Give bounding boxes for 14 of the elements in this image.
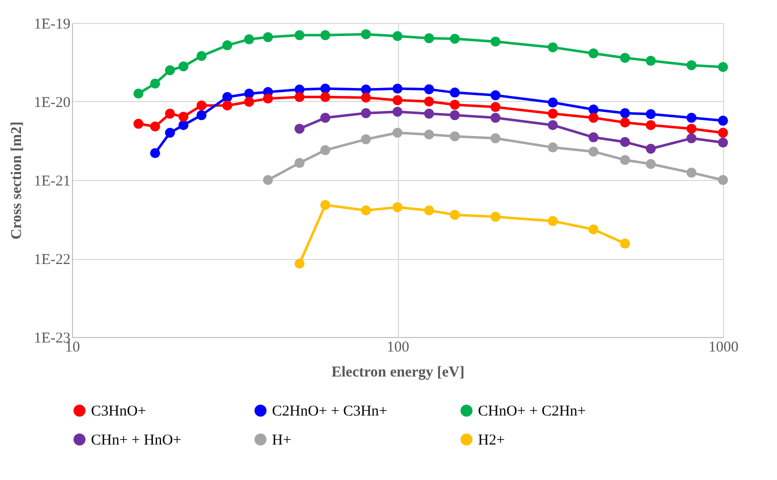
legend-label: CHnO+ + C2Hn+ xyxy=(478,404,586,420)
x-tick-label: 1000 xyxy=(708,340,738,356)
y-tick-label: 1E-20 xyxy=(34,95,70,111)
legend-label: H+ xyxy=(272,432,292,448)
y-axis-title: Cross section [m2] xyxy=(8,121,25,240)
y-tick-label: 1E-22 xyxy=(34,252,70,268)
legend-label: C3HnO+ xyxy=(91,404,146,420)
x-axis-title: Electron energy [eV] xyxy=(331,364,465,380)
legend-label: H2+ xyxy=(478,432,505,448)
y-tick-label: 1E-21 xyxy=(34,174,70,190)
x-tick-label: 100 xyxy=(386,340,410,356)
legend-label: C2HnO+ + C3Hn+ xyxy=(272,404,388,420)
legend-label: CHn+ + HnO+ xyxy=(91,432,182,448)
y-tick-label: 1E-19 xyxy=(34,16,70,32)
